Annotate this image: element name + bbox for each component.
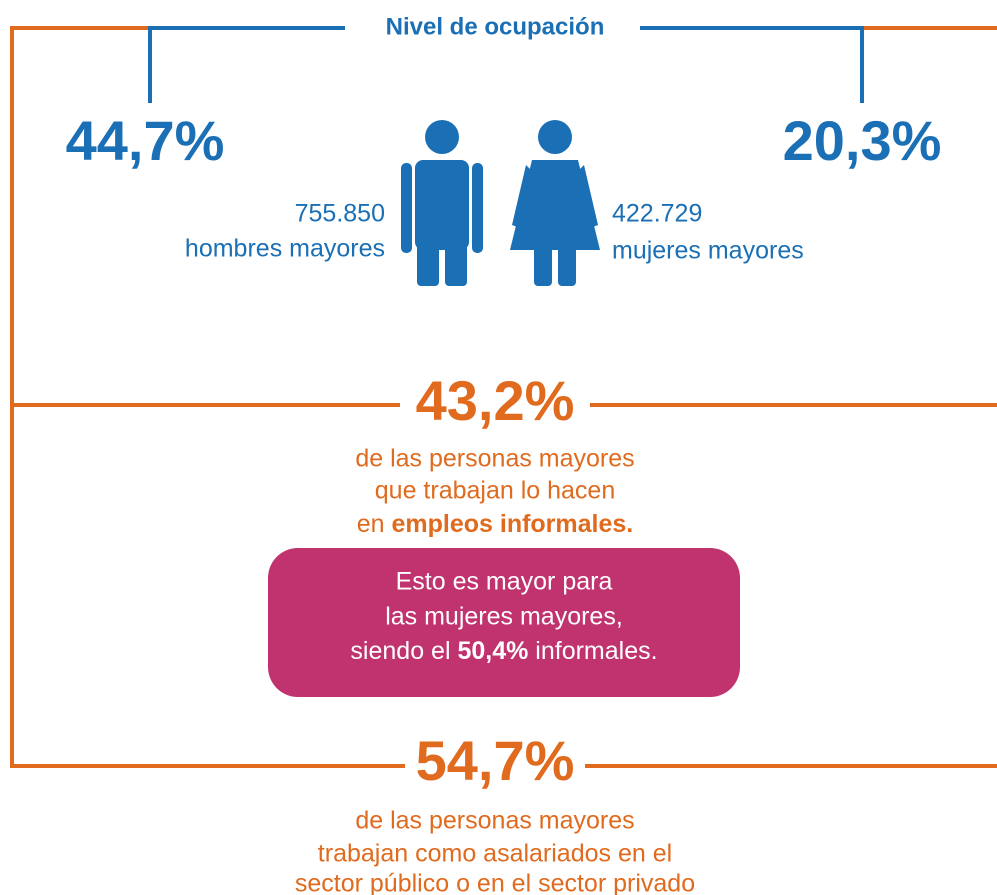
note-line: las mujeres mayores, bbox=[385, 603, 623, 631]
informal-line: en empleos informales. bbox=[357, 510, 634, 538]
text-bold: empleos informales. bbox=[392, 510, 634, 538]
note-line: siendo el 50,4% informales. bbox=[350, 637, 657, 665]
text-part: informales. bbox=[528, 637, 657, 665]
text-part: en bbox=[357, 510, 392, 538]
women-count: 422.729 bbox=[612, 200, 702, 228]
salaried-line: trabajan como asalariados en el bbox=[318, 840, 672, 868]
men-count: 755.850 bbox=[295, 200, 385, 228]
man-icon bbox=[401, 120, 483, 286]
text-bold: 50,4% bbox=[457, 637, 528, 665]
informal-line: que trabajan lo hacen bbox=[375, 477, 615, 505]
woman-icon bbox=[510, 120, 600, 286]
women-percent: 20,3% bbox=[783, 109, 942, 172]
women-label: mujeres mayores bbox=[612, 237, 804, 265]
title: Nivel de ocupación bbox=[386, 13, 605, 40]
note-box bbox=[268, 548, 740, 697]
men-label: hombres mayores bbox=[185, 235, 385, 263]
text-part: siendo el bbox=[350, 637, 457, 665]
informal-line: de las personas mayores bbox=[355, 445, 634, 473]
salaried-line: de las personas mayores bbox=[355, 807, 634, 835]
salaried-line: sector público o en el sector privado bbox=[295, 870, 695, 895]
men-percent: 44,7% bbox=[66, 109, 225, 172]
note-line: Esto es mayor para bbox=[396, 568, 613, 596]
informal-percent: 43,2% bbox=[416, 369, 575, 432]
frame-lines bbox=[10, 26, 997, 768]
salaried-percent: 54,7% bbox=[416, 729, 575, 792]
